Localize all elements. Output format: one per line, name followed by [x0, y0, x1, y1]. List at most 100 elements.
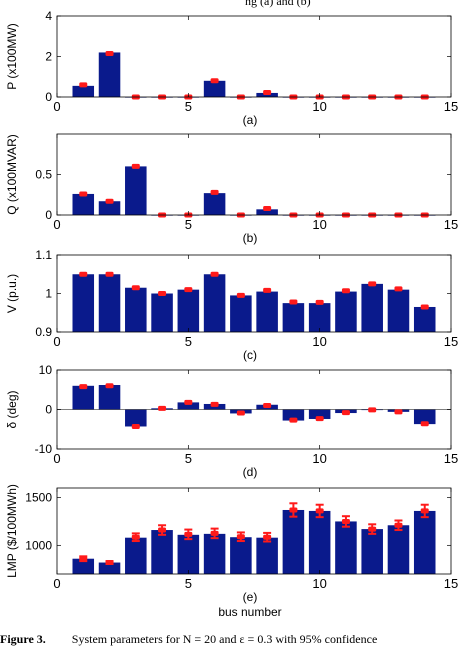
marker: [289, 507, 298, 513]
marker: [184, 531, 193, 537]
panel-label: (a): [243, 113, 258, 127]
x-tick-label: 0: [53, 451, 60, 466]
bar: [256, 537, 278, 574]
bar: [125, 287, 147, 332]
marker: [289, 417, 298, 423]
bar: [72, 385, 95, 410]
caption-text: System parameters for N = 20 and ε = 0.3…: [71, 632, 378, 646]
marker: [105, 50, 114, 56]
bar: [335, 291, 357, 332]
bar: [72, 193, 95, 215]
bar: [98, 562, 121, 574]
marker: [131, 285, 140, 291]
y-tick-label: 0: [45, 208, 52, 222]
panel-label: (d): [243, 465, 258, 479]
x-tick-label: 15: [444, 217, 458, 232]
bar: [203, 274, 226, 332]
x-tick-label: 10: [312, 334, 326, 349]
bar: [151, 293, 173, 332]
x-tick-label: 5: [185, 576, 192, 591]
bar: [308, 303, 331, 332]
marker: [341, 288, 350, 294]
marker: [420, 508, 429, 514]
bar: [413, 510, 436, 574]
bar: [256, 209, 278, 215]
bar: [98, 274, 121, 332]
y-tick-label: 2: [45, 50, 52, 64]
plot-frame: [56, 487, 452, 575]
panel-e: 0 5 10 15 1000 1500 LMP ($/100MWh) (e)bus numbe…: [5, 484, 458, 619]
y-axis-label: δ (deg): [5, 390, 19, 428]
marker: [394, 409, 403, 415]
y-tick-label: 0.5: [35, 168, 52, 182]
y-axis-label: Q (x100MVAR): [5, 134, 19, 214]
x-tick-label: 0: [53, 576, 60, 591]
marker: [210, 271, 219, 277]
marker: [394, 286, 403, 292]
bar: [282, 303, 305, 332]
bar: [177, 289, 200, 332]
x-tick-label: 10: [312, 99, 326, 114]
marker: [289, 299, 298, 305]
marker: [394, 522, 403, 528]
bar: [230, 295, 252, 332]
marker: [315, 416, 324, 422]
marker: [341, 410, 350, 416]
x-tick-label: 0: [53, 217, 60, 232]
bar: [98, 52, 121, 97]
y-axis-label: LMP ($/100MWh): [5, 484, 19, 578]
bar: [361, 283, 383, 332]
marker: [420, 421, 429, 427]
marker: [368, 407, 377, 413]
marker: [236, 534, 245, 540]
caption-label: Figure 3.: [0, 632, 46, 646]
marker: [184, 399, 193, 405]
marker: [263, 206, 272, 212]
y-tick-label: 0: [45, 403, 52, 417]
marker: [210, 530, 219, 536]
panel-label: (e): [243, 590, 258, 604]
x-axis-label: bus number: [218, 605, 281, 619]
y-tick-label: 4: [45, 9, 52, 23]
marker: [236, 410, 245, 416]
marker: [158, 405, 167, 411]
bar: [335, 521, 357, 574]
bar: [203, 533, 226, 574]
panel-label: (c): [243, 348, 257, 362]
marker: [263, 287, 272, 293]
marker: [105, 383, 114, 389]
bar: [72, 85, 95, 97]
marker: [210, 78, 219, 84]
marker: [105, 271, 114, 277]
x-tick-label: 15: [444, 99, 458, 114]
marker: [263, 534, 272, 540]
bar: [387, 525, 410, 574]
marker: [158, 291, 167, 296]
marker: [210, 189, 219, 195]
x-tick-label: 10: [312, 576, 326, 591]
bar: [98, 385, 121, 410]
y-tick-label: -10: [35, 442, 53, 456]
bar: [308, 510, 331, 574]
bar: [282, 509, 305, 574]
bar: [72, 558, 95, 574]
bar: [256, 291, 278, 332]
panel-b: 0 5 10 15 0 0.5 Q (x100MVAR) (b): [5, 133, 458, 245]
y-tick-label: 1: [45, 287, 52, 301]
bar: [72, 274, 95, 332]
bar: [177, 534, 200, 574]
bar: [282, 409, 305, 421]
marker: [184, 287, 193, 293]
marker: [236, 292, 245, 298]
bar: [230, 537, 252, 574]
bar: [413, 409, 436, 425]
x-tick-label: 5: [185, 334, 192, 349]
marker: [131, 534, 140, 540]
x-tick-label: 15: [444, 451, 458, 466]
marker: [263, 403, 272, 409]
x-tick-label: 15: [444, 334, 458, 349]
marker: [105, 560, 114, 566]
bar: [361, 529, 383, 574]
y-tick-label: 0: [45, 90, 52, 104]
